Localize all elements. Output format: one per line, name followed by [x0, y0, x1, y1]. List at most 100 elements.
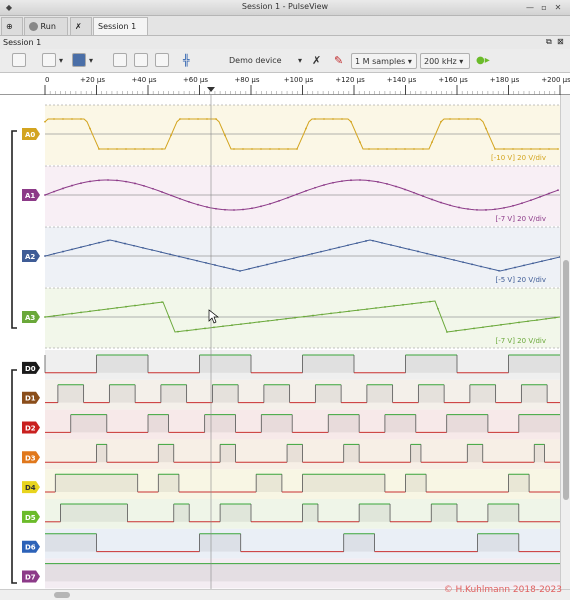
analog-trace-a3-sample: [152, 302, 154, 305]
analog-trace-a3-sample: [437, 307, 439, 310]
decoder-icon[interactable]: ●▸: [476, 55, 490, 66]
analog-trace-a1-sample: [521, 202, 523, 205]
device-config-icon[interactable]: ✗: [312, 54, 322, 67]
device-dropdown-icon[interactable]: ▾: [298, 56, 303, 65]
ruler-tick-label: +140 µs: [387, 76, 417, 84]
analog-trace-a3-sample: [107, 308, 109, 310]
float-icon[interactable]: ⧉: [546, 37, 552, 46]
analog-trace-a3-sample: [321, 313, 323, 316]
time-ruler[interactable]: 0 +20 µs +40 µs +60 µs +80 µs +100 µs +120 µs +…: [0, 73, 570, 95]
trigger-marker-icon: [207, 87, 215, 92]
ruler-tick-label: +100 µs: [284, 76, 314, 84]
tab-connect[interactable]: ⊕: [1, 17, 23, 35]
analog-trace-a3-sample: [258, 321, 260, 323]
analog-trace-a0-sample: [215, 118, 217, 120]
analog-trace-a2-sample: [133, 244, 135, 247]
analog-trace-a0-sample: [71, 118, 73, 120]
close-session-icon[interactable]: ⊠: [557, 37, 564, 46]
analog-trace-a0-sample: [233, 148, 235, 150]
zoom-out-icon[interactable]: [134, 53, 148, 67]
analog-trace-a0-sample: [152, 148, 154, 150]
open-icon[interactable]: [42, 53, 56, 67]
analog-trace-a3-sample: [186, 329, 188, 332]
analog-trace-a1-sample: [53, 190, 55, 193]
channel-a0-badge: [22, 128, 40, 140]
channel-d5-badge: [22, 510, 40, 523]
analog-trace-a1-sample: [449, 204, 451, 207]
sample-rate-value: 200 kHz: [424, 57, 457, 66]
analog-trace-a0-sample: [530, 148, 532, 150]
analog-trace-a2-sample: [44, 255, 46, 257]
analog-trace-a0-sample: [179, 118, 181, 120]
analog-trace-a2-sample: [142, 246, 144, 249]
analog-trace-a3-sample: [393, 304, 395, 307]
open-dropdown-icon[interactable]: ▾: [59, 56, 64, 65]
probe-icon[interactable]: ✎: [334, 54, 344, 67]
app-menu-icon[interactable]: ◆: [5, 3, 13, 12]
analog-trace-a3-sample: [195, 328, 197, 331]
minimize-icon[interactable]: —: [526, 3, 534, 12]
tab-settings[interactable]: ✗: [70, 17, 92, 35]
analog-trace-a2-sample: [408, 248, 410, 251]
digital-high-fill: [446, 414, 488, 433]
digital-high-fill: [302, 474, 385, 492]
analog-trace-a1-sample: [395, 185, 397, 188]
channel-a3-badge: [22, 311, 40, 323]
main-tab-bar: ⊕ Run ✗ Session 1✕: [0, 16, 570, 48]
tab-session-1[interactable]: Session 1✕: [93, 17, 148, 48]
horizontal-scrollbar[interactable]: [0, 589, 570, 600]
digital-high-fill: [302, 504, 318, 522]
vertical-scroll-thumb[interactable]: [563, 260, 569, 500]
maximize-icon[interactable]: ▫: [541, 3, 547, 12]
analog-trace-a3-sample: [204, 327, 206, 330]
analog-trace-a1-sample: [548, 192, 550, 195]
cursor-icon[interactable]: ╬: [183, 54, 190, 67]
analog-trace-a3-sample: [446, 331, 448, 333]
session-tab-label: Session 1: [98, 22, 137, 31]
sample-count-select[interactable]: 1 M samples ▾: [351, 53, 417, 69]
save-icon[interactable]: [72, 53, 86, 67]
vertical-scrollbar[interactable]: [560, 95, 570, 589]
analog-trace-a1-sample: [197, 203, 199, 206]
signal-view[interactable]: [-10 V] 20 V/div [-7 V] 20 V/div [-5 V] 20…: [0, 95, 560, 589]
analog-trace-a3-sample: [125, 305, 127, 308]
channel-scale-label: [-7 V] 20 V/div: [496, 337, 547, 345]
digital-high-fill: [405, 355, 457, 373]
analog-trace-a1-sample: [188, 200, 190, 203]
analog-trace-a1-sample: [170, 194, 172, 197]
analog-trace-a0-sample: [413, 148, 415, 150]
device-label: Demo device: [229, 56, 282, 65]
analog-trace-a2-sample: [239, 270, 241, 272]
analog-trace-a1-sample: [242, 208, 244, 211]
device-select[interactable]: Demo device: [229, 53, 282, 69]
digital-high-fill: [518, 414, 560, 433]
save-dropdown-icon[interactable]: ▾: [89, 56, 94, 65]
analog-trace-a3-sample: [366, 308, 368, 311]
channel-a2-badge: [22, 250, 40, 262]
sample-rate-select[interactable]: 200 kHz ▾: [420, 53, 470, 69]
analog-trace-a0-sample: [125, 148, 127, 150]
horizontal-scroll-thumb[interactable]: [54, 592, 70, 598]
channel-scale-label: [-10 V] 20 V/div: [491, 154, 546, 162]
digital-high-fill: [173, 504, 190, 522]
analog-trace-a2-sample: [365, 240, 367, 242]
zoom-fit-icon[interactable]: [155, 53, 169, 67]
digital-high-fill: [405, 474, 427, 492]
digital-high-fill: [410, 444, 421, 463]
channel-d2-badge: [22, 421, 40, 434]
analog-trace-a0-sample: [503, 148, 505, 150]
new-session-icon[interactable]: [12, 53, 26, 67]
analog-trace-a3-sample: [545, 317, 547, 320]
channel-d7-label: D7: [25, 574, 36, 582]
run-button[interactable]: Run: [24, 17, 68, 35]
analog-trace-a0-sample: [188, 118, 190, 120]
analog-trace-a3-sample: [518, 321, 520, 324]
analog-trace-a2-sample: [71, 248, 73, 251]
close-window-icon[interactable]: ✕: [554, 3, 562, 12]
zoom-in-icon[interactable]: [113, 53, 127, 67]
analog-trace-a0-sample: [332, 118, 334, 120]
channel-d1-badge: [22, 391, 40, 404]
analog-trace-a3-sample: [285, 317, 287, 320]
analog-trace-a0-sample: [224, 134, 226, 137]
channel-d4-badge: [22, 481, 40, 494]
